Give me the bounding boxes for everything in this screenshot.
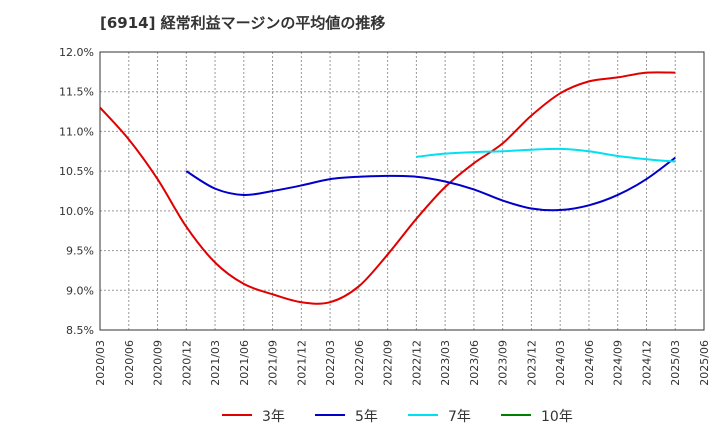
x-tick-label: 2022/12 bbox=[410, 340, 423, 386]
legend-swatch bbox=[315, 414, 345, 416]
x-tick-label: 2021/12 bbox=[295, 340, 308, 386]
plot-area bbox=[100, 52, 704, 330]
x-tick-label: 2023/03 bbox=[439, 340, 452, 386]
x-tick-label: 2021/03 bbox=[209, 340, 222, 386]
y-tick-label: 9.0% bbox=[66, 284, 94, 297]
x-tick-label: 2024/12 bbox=[640, 340, 653, 386]
x-tick-label: 2023/09 bbox=[497, 340, 510, 386]
y-tick-label: 8.5% bbox=[66, 324, 94, 337]
x-tick-label: 2024/06 bbox=[583, 340, 596, 386]
x-tick-label: 2024/09 bbox=[612, 340, 625, 386]
x-tick-label: 2025/03 bbox=[669, 340, 682, 386]
legend-label: 3年 bbox=[262, 409, 285, 425]
y-tick-label: 9.5% bbox=[66, 245, 94, 258]
y-tick-label: 12.0% bbox=[59, 46, 94, 59]
y-tick-label: 11.5% bbox=[59, 86, 94, 99]
chart-title: [6914] 経常利益マージンの平均値の推移 bbox=[100, 14, 386, 32]
x-tick-label: 2022/03 bbox=[324, 340, 337, 386]
x-tick-label: 2022/09 bbox=[382, 340, 395, 386]
legend-label: 10年 bbox=[541, 409, 573, 425]
series-line-2 bbox=[185, 156, 676, 212]
legend: 3年 5年 7年 10年 bbox=[0, 405, 720, 425]
legend-label: 5年 bbox=[355, 409, 378, 425]
x-tick-label: 2023/06 bbox=[468, 340, 481, 386]
y-tick-label: 10.5% bbox=[59, 165, 94, 178]
legend-swatch bbox=[501, 414, 531, 416]
x-tick-label: 2024/03 bbox=[554, 340, 567, 386]
plot-border bbox=[99, 51, 705, 331]
x-tick-label: 2020/09 bbox=[152, 340, 165, 386]
x-tick-label: 2025/06 bbox=[698, 340, 711, 386]
x-tick-label: 2021/09 bbox=[267, 340, 280, 386]
x-tick-label: 2023/12 bbox=[525, 340, 538, 386]
legend-swatch bbox=[408, 414, 438, 416]
x-tick-label: 2021/06 bbox=[238, 340, 251, 386]
x-tick-label: 2020/03 bbox=[94, 340, 107, 386]
y-tick-label: 11.0% bbox=[59, 125, 94, 138]
x-tick-label: 2020/06 bbox=[123, 340, 136, 386]
series-line-1 bbox=[99, 71, 676, 305]
y-tick-label: 10.0% bbox=[59, 205, 94, 218]
x-tick-label: 2022/06 bbox=[353, 340, 366, 386]
legend-swatch bbox=[222, 414, 252, 416]
x-tick-label: 2020/12 bbox=[180, 340, 193, 386]
series-line-3 bbox=[416, 147, 676, 163]
legend-label: 7年 bbox=[448, 409, 471, 425]
